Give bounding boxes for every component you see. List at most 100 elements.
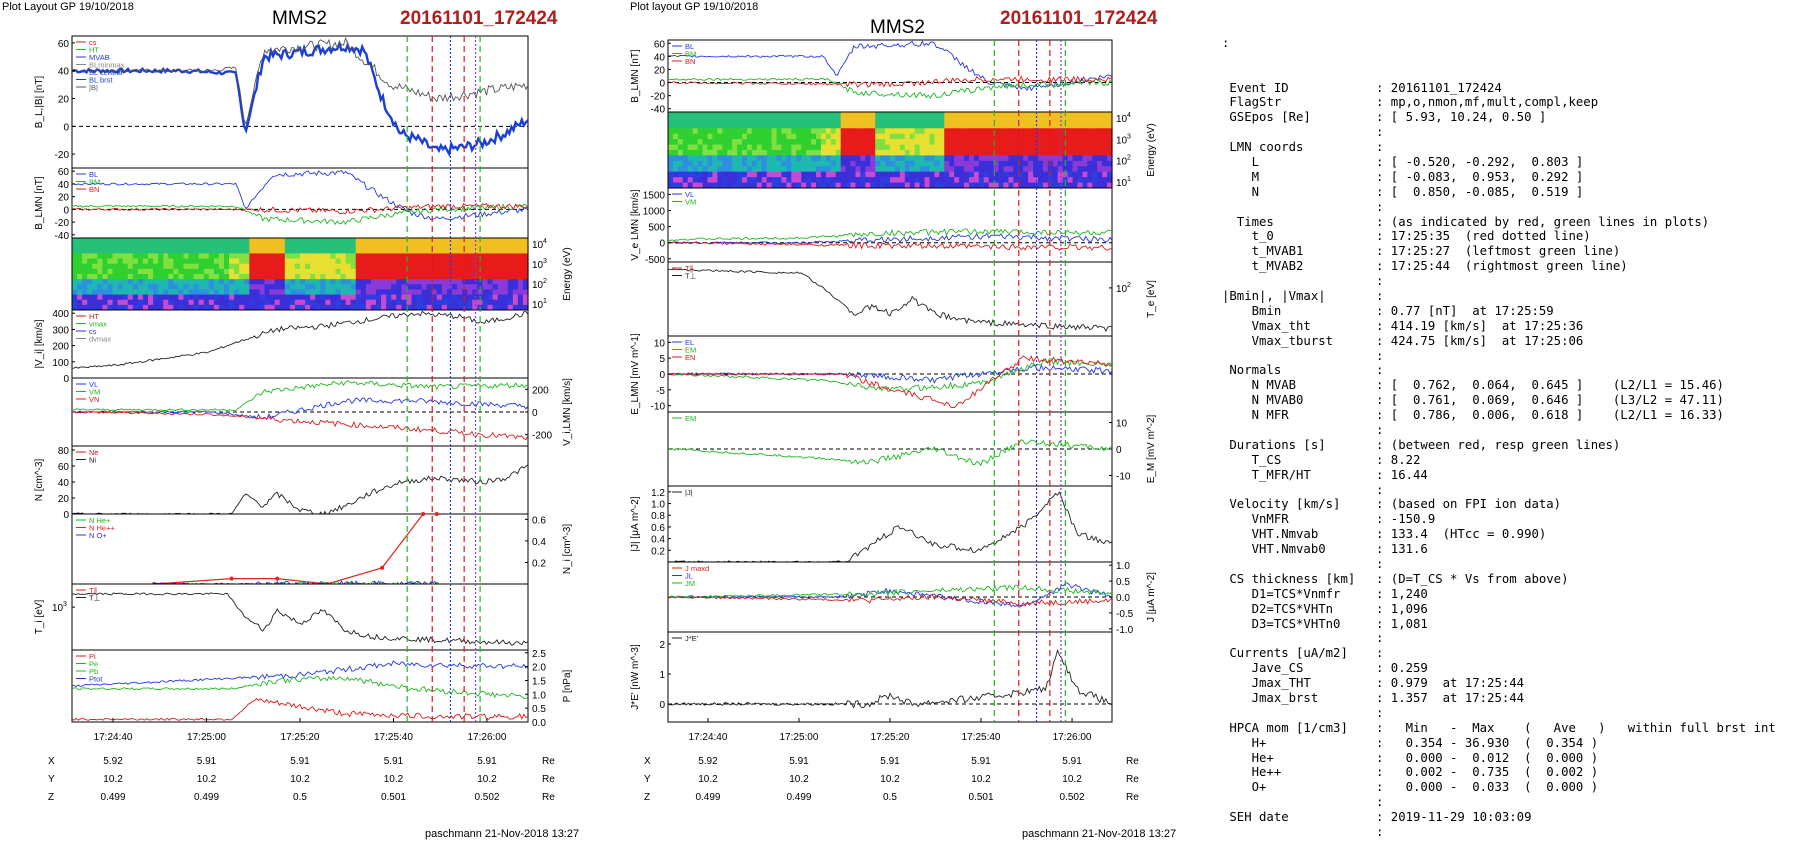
heatmap-cell	[77, 243, 83, 249]
heatmap-cell	[1003, 128, 1009, 135]
heatmap-cell	[993, 177, 1000, 184]
heatmap-cell	[502, 268, 509, 275]
heatmap-cell	[766, 133, 773, 140]
heatmap-cell	[875, 128, 881, 135]
heatmap-cell	[707, 166, 713, 173]
heatmap-cell	[416, 284, 423, 291]
summary-key: D3=TCS*VHTn0	[1222, 616, 1341, 631]
summary-row: H+: 0.354 - 36.930 ( 0.354 )	[1222, 736, 1802, 751]
heatmap-cell	[944, 133, 950, 140]
heatmap-cell	[112, 304, 119, 311]
heatmap-cell	[904, 144, 911, 151]
heatmap-cell	[988, 144, 995, 151]
heatmap-cell	[727, 160, 733, 167]
heatmap-cell	[72, 248, 78, 255]
summary-value: : 424.75 [km/s] at 17:25:06	[1376, 333, 1584, 348]
heatmap-cell	[776, 171, 783, 178]
legend-label: EN	[685, 353, 695, 362]
heatmap-cell	[825, 155, 832, 162]
heatmap-cell	[87, 238, 93, 244]
heatmap-cell	[939, 182, 945, 189]
y-tick-label: 0.2	[651, 546, 665, 557]
panel-frame	[71, 445, 529, 515]
heatmap-cell	[954, 139, 960, 146]
heatmap-cell	[924, 155, 931, 162]
heatmap-cell	[717, 150, 723, 157]
summary-value: : 17:25:44 (rightmost green line)	[1376, 259, 1628, 274]
heatmap-cell	[820, 177, 827, 184]
heatmap-cell	[310, 304, 316, 311]
heatmap-cell	[1047, 160, 1054, 167]
heatmap-cell	[208, 243, 215, 249]
summary-value: : (based on FPI ion data)	[1376, 497, 1562, 512]
heatmap-cell	[381, 258, 387, 265]
legend-label: Ni	[89, 456, 96, 465]
heatmap-cell	[835, 139, 842, 146]
heatmap-cell	[840, 166, 847, 173]
heatmap-cell	[208, 289, 215, 296]
heatmap-cell	[203, 243, 210, 249]
y-tick-label: 10	[532, 240, 544, 251]
summary-key: t_0	[1222, 229, 1274, 244]
y-tick-label: 1000	[643, 207, 666, 218]
heatmap-cell	[1033, 128, 1039, 135]
heatmap-cell	[289, 268, 296, 275]
heatmap-cell	[274, 294, 281, 301]
summary-row: Jmax_brst: 1.357 at 17:25:44	[1222, 691, 1802, 706]
heatmap-cell	[345, 279, 352, 285]
heatmap-cell	[672, 171, 679, 178]
heatmap-cell	[310, 248, 316, 255]
heatmap-cell	[92, 299, 98, 306]
heatmap-cell	[416, 274, 423, 280]
heatmap-cell	[835, 160, 842, 167]
series-line	[72, 697, 528, 721]
summary-key: N MVAB	[1222, 378, 1297, 393]
summary-row: D2=TCS*VHTn: 1,096	[1222, 602, 1802, 617]
summary-key: Times	[1222, 214, 1274, 229]
summary-row: D1=TCS*Vnmfr: 1,240	[1222, 587, 1802, 602]
heatmap-cell	[1033, 160, 1039, 167]
heatmap-cell	[875, 166, 881, 173]
heatmap-cell	[806, 117, 812, 124]
heatmap-cell	[825, 182, 832, 189]
heatmap-cell	[340, 279, 347, 285]
heatmap-cell	[786, 128, 792, 135]
summary-key: He+	[1222, 750, 1274, 765]
heatmap-cell	[890, 144, 896, 151]
heatmap-cell	[203, 299, 210, 306]
y-axis-label: |J| [μA m^-2]	[630, 496, 641, 551]
heatmap-cell	[722, 128, 728, 135]
heatmap-cell	[213, 238, 220, 244]
heatmap-cell	[421, 258, 428, 265]
heatmap-cell	[756, 144, 763, 151]
heatmap-cell	[472, 263, 478, 270]
heatmap-cell	[213, 258, 220, 265]
y-tick-label: 10	[1116, 157, 1128, 168]
summary-value: :	[1376, 482, 1384, 497]
heatmap-cell	[183, 268, 190, 275]
panel-7: 0.60.40.2 N_i [cm^-3]N He+N He++N O+	[71, 512, 573, 586]
heatmap-cell	[512, 263, 519, 270]
y-axis-label: T_e [eV]	[1146, 280, 1157, 318]
heatmap-cell	[687, 128, 694, 135]
heatmap-cell	[522, 258, 529, 265]
heatmap-cell	[330, 238, 337, 244]
heatmap-cell	[153, 268, 159, 275]
heatmap-cell	[954, 128, 960, 135]
heatmap-cell	[112, 284, 119, 291]
heatmap-cell	[796, 155, 802, 162]
heatmap-cell	[949, 150, 955, 157]
heatmap-cell	[1028, 117, 1034, 124]
heatmap-cell	[188, 258, 195, 265]
heatmap-cell	[712, 139, 718, 146]
heatmap-cell	[924, 128, 931, 135]
y-tick-label: -0.5	[1116, 609, 1134, 620]
heatmap-cell	[934, 133, 940, 140]
heatmap-cell	[702, 155, 709, 162]
heatmap-cell	[340, 263, 347, 270]
heatmap-cell	[1013, 160, 1019, 167]
heatmap-cell	[462, 268, 468, 275]
heatmap-cell	[426, 263, 433, 270]
summary-value: :	[1376, 795, 1384, 810]
